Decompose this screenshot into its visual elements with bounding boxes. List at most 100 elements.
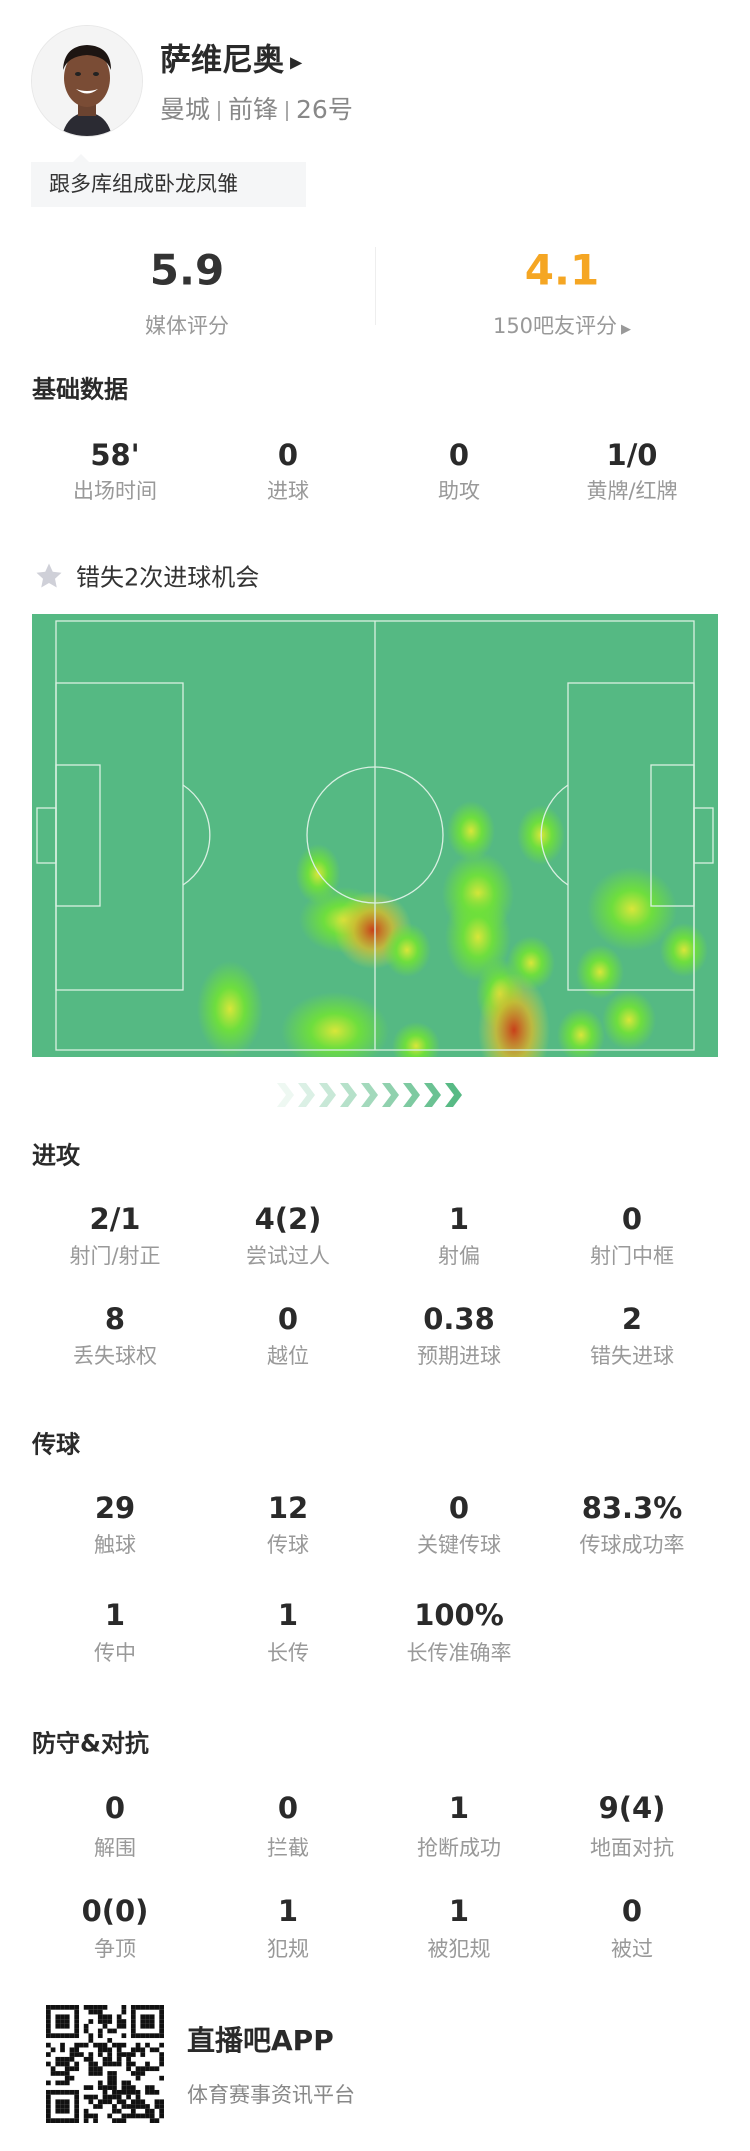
- heatmap-spot: [557, 1008, 605, 1057]
- stat-label: 丢失球权: [73, 1344, 157, 1368]
- stat-value: 1: [277, 1894, 299, 1928]
- heatmap-spot: [281, 992, 389, 1057]
- section-title-defense: 防守&对抗: [32, 1729, 149, 1758]
- missed-chances-text: 错失2次进球机会: [76, 563, 260, 592]
- heatmap-spot: [587, 867, 677, 951]
- stat-value: 0.38: [423, 1302, 495, 1336]
- stat-value: 0: [277, 438, 299, 472]
- caret-right-icon: ▶: [290, 52, 303, 72]
- star-icon: [36, 563, 62, 588]
- chevron-right-icon: [403, 1083, 420, 1107]
- stat-value: 1: [277, 1598, 299, 1632]
- stat-value: 1: [448, 1791, 470, 1825]
- stat-label: 出场时间: [73, 479, 157, 503]
- media-rating-value: 5.9: [37, 246, 337, 295]
- stat-value: 0: [621, 1202, 643, 1236]
- player-name-link[interactable]: 萨维尼奥 ▶: [160, 35, 302, 80]
- player-info: 曼城 前锋 26号: [160, 90, 353, 126]
- chevron-right-icon: [319, 1083, 336, 1107]
- position: 前锋: [228, 95, 279, 124]
- chevron-right-icon: [382, 1083, 399, 1107]
- stat-value: 0: [448, 1491, 470, 1525]
- stat-label: 预期进球: [417, 1344, 501, 1368]
- heatmap-pitch: [32, 614, 718, 1057]
- separator: [218, 101, 221, 121]
- caret-right-icon: ▶: [621, 322, 632, 337]
- stat-label: 越位: [267, 1344, 309, 1368]
- stat-label: 长传: [267, 1641, 309, 1665]
- chevron-right-icon: [298, 1083, 315, 1107]
- section-title-basic: 基础数据: [32, 375, 128, 404]
- media-rating-label: 媒体评分: [145, 314, 229, 338]
- heatmap-spot: [602, 990, 656, 1050]
- chevron-right-icon: [361, 1083, 378, 1107]
- stat-label: 错失进球: [590, 1344, 674, 1368]
- stat-label: 射门中框: [590, 1244, 674, 1268]
- stat-label: 抢断成功: [417, 1836, 501, 1860]
- fan-rating-value: 4.1: [412, 246, 712, 295]
- stat-label: 被犯规: [427, 1937, 491, 1961]
- qr-code[interactable]: [46, 2005, 164, 2123]
- heatmap-spot: [383, 923, 431, 977]
- chevron-right-icon: [424, 1083, 441, 1107]
- app-name: 直播吧APP: [187, 2024, 334, 2057]
- stat-value: 2: [621, 1302, 643, 1336]
- stat-label: 触球: [94, 1533, 136, 1557]
- stat-value: 83.3%: [581, 1491, 683, 1525]
- divider: [375, 247, 376, 325]
- player-photo: [32, 26, 142, 136]
- stat-label: 拦截: [267, 1836, 309, 1860]
- chevron-right-icon: [340, 1083, 357, 1107]
- stat-label: 尝试过人: [246, 1244, 330, 1268]
- player-name: 萨维尼奥: [160, 42, 284, 79]
- chevron-right-icon: [445, 1083, 462, 1107]
- fan-rating: 4.1: [524, 245, 600, 295]
- stat-value: 0: [277, 1791, 299, 1825]
- stat-value: 29: [94, 1491, 136, 1525]
- stat-value: 0: [621, 1894, 643, 1928]
- stat-value: 1: [104, 1598, 126, 1632]
- stat-label: 传球成功率: [579, 1533, 685, 1557]
- stat-value: 100%: [414, 1598, 504, 1632]
- fan-rating-link[interactable]: 150吧友评分 ▶: [412, 310, 712, 340]
- stat-value: 0: [448, 438, 470, 472]
- player-tag: 跟多库组成卧龙凤雏: [31, 154, 306, 207]
- stat-label: 传球: [267, 1533, 309, 1557]
- player-avatar[interactable]: [31, 25, 143, 137]
- heatmap-spot: [660, 923, 708, 977]
- stat-value: 0: [104, 1791, 126, 1825]
- heatmap-spot: [392, 1022, 440, 1057]
- stat-value: 2/1: [89, 1202, 141, 1236]
- stat-value: 9(4): [598, 1791, 666, 1825]
- stat-label: 助攻: [438, 479, 480, 503]
- stat-label: 长传准确率: [406, 1641, 512, 1665]
- stat-label: 进球: [267, 479, 309, 503]
- stat-label: 地面对抗: [590, 1836, 674, 1860]
- stat-value: 8: [104, 1302, 126, 1336]
- stat-value: 0(0): [81, 1894, 149, 1928]
- section-title-attack: 进攻: [32, 1141, 80, 1170]
- pitch-lines: [36, 620, 714, 1051]
- media-rating: 5.9: [149, 245, 225, 295]
- stat-value: 1: [448, 1202, 470, 1236]
- shirt-number: 26号: [296, 95, 353, 124]
- stat-label: 被过: [611, 1937, 653, 1961]
- stat-value: 4(2): [254, 1202, 322, 1236]
- separator: [286, 101, 289, 121]
- stat-label: 解围: [94, 1836, 136, 1860]
- heatmap-spot: [197, 961, 263, 1057]
- stat-label: 黄牌/红牌: [586, 479, 678, 503]
- stat-label: 关键传球: [417, 1533, 501, 1557]
- heatmap-spot: [478, 973, 550, 1057]
- stat-value: 1/0: [606, 438, 658, 472]
- stat-value: 1: [448, 1894, 470, 1928]
- section-title-passing: 传球: [32, 1430, 80, 1459]
- stat-value: 12: [267, 1491, 309, 1525]
- stat-label: 射偏: [438, 1244, 480, 1268]
- team-name: 曼城: [160, 95, 211, 124]
- stat-value: 0: [277, 1302, 299, 1336]
- app-slogan: 体育赛事资讯平台: [187, 2083, 355, 2107]
- chevron-right-icon: [277, 1083, 294, 1107]
- stat-value: 58': [90, 438, 140, 472]
- stat-label: 争顶: [94, 1937, 136, 1961]
